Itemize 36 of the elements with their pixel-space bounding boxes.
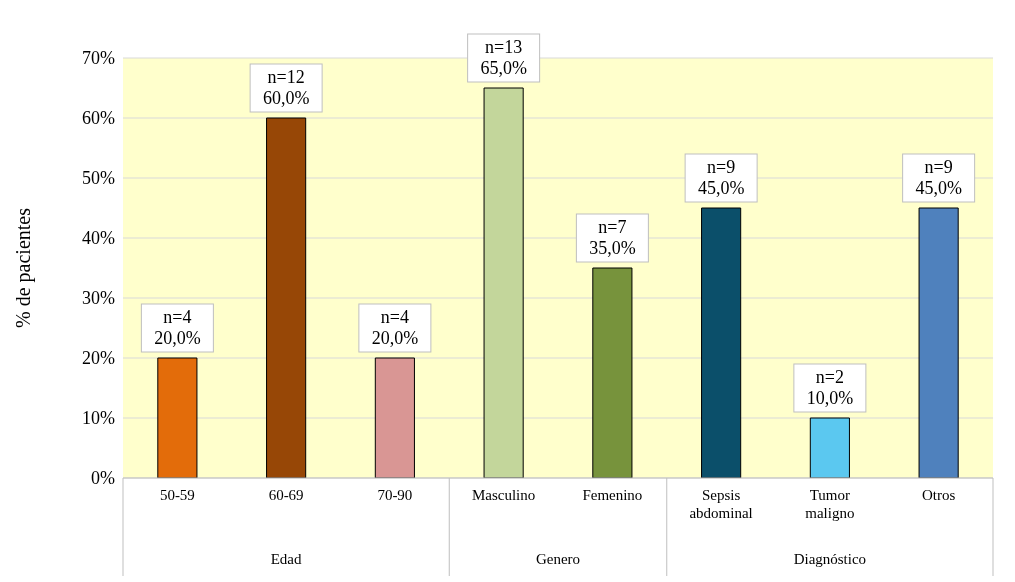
bar [918, 207, 959, 478]
bar [266, 117, 307, 478]
y-tick-label: 10% [82, 408, 115, 429]
x-tick-label: 50-59 [159, 487, 195, 503]
bar [592, 267, 633, 478]
data-label: n=2 10,0% [806, 367, 854, 408]
x-tick-label: Masculino [471, 487, 536, 503]
bar [157, 357, 198, 478]
x-tick-label: 70-90 [377, 487, 413, 503]
text: Genero [535, 551, 581, 567]
x-tick-label: Femenino [582, 487, 643, 503]
data-label: n=4 20,0% [154, 307, 201, 348]
bar [374, 357, 415, 478]
bar [809, 417, 850, 478]
y-tick-label: 70% [82, 48, 115, 69]
x-tick-label: Tumor maligno [805, 487, 855, 521]
y-tick-label: 60% [82, 108, 115, 129]
data-label: n=13 65,0% [480, 37, 527, 78]
bar [483, 87, 524, 478]
y-tick-label: 50% [82, 168, 115, 189]
data-label: n=4 20,0% [371, 307, 419, 348]
y-tick-label: 20% [82, 348, 115, 369]
data-label: n=9 45,0% [697, 157, 745, 198]
data-label: n=7 35,0% [589, 217, 636, 258]
x-tick-label: Otros [921, 487, 956, 503]
data-label: n=12 60,0% [262, 67, 310, 108]
y-axis-title: % de pacientes [12, 207, 36, 328]
data-label: n=9 45,0% [915, 157, 962, 198]
bar [701, 207, 742, 478]
y-tick-label: 40% [82, 228, 115, 249]
x-tick-label: Sepsis abdominal [689, 487, 753, 521]
x-tick-label: 60-69 [268, 487, 304, 503]
y-tick-label: 30% [82, 288, 115, 309]
text: Diagnóstico [793, 551, 867, 567]
y-tick-label: 0% [91, 468, 115, 489]
text: Edad [270, 551, 303, 567]
